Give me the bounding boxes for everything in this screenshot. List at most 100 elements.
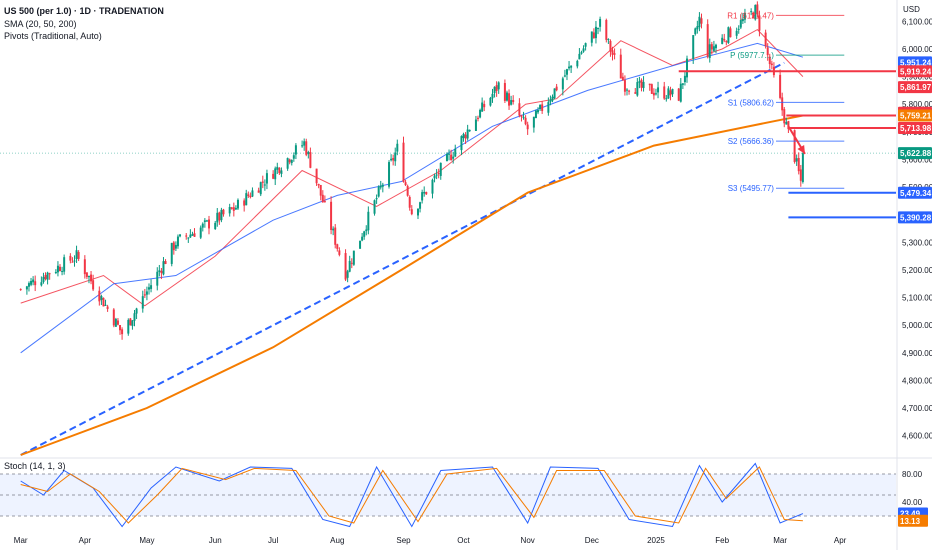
candle[interactable] [230,206,233,210]
candle[interactable] [104,299,107,307]
candle[interactable] [619,48,622,79]
candle[interactable] [189,229,192,238]
candle[interactable] [301,140,304,148]
candle[interactable] [640,78,643,92]
candle[interactable] [681,83,684,90]
candle[interactable] [25,285,28,295]
candle[interactable] [367,206,370,235]
candle[interactable] [712,40,715,53]
candle[interactable] [259,181,262,197]
candle[interactable] [758,10,761,37]
stoch-line-d[interactable] [20,466,803,524]
candle[interactable] [555,83,558,92]
candle[interactable] [160,267,163,280]
candle[interactable] [127,318,130,336]
candle[interactable] [512,95,515,105]
candle[interactable] [613,48,616,60]
candle[interactable] [85,272,88,280]
candle[interactable] [460,135,463,156]
candle[interactable] [797,152,800,175]
candle[interactable] [352,250,355,266]
candle[interactable] [323,195,326,203]
candle[interactable] [454,144,457,158]
candle[interactable] [714,43,717,54]
candle[interactable] [156,267,159,291]
stoch-line-k[interactable] [20,462,804,528]
candle[interactable] [34,275,37,292]
candle[interactable] [694,27,697,36]
candle[interactable] [611,46,614,61]
candle[interactable] [452,151,455,164]
candle[interactable] [785,117,788,125]
candle[interactable] [317,183,320,189]
candle[interactable] [408,195,411,211]
candle[interactable] [570,65,573,73]
candle[interactable] [19,288,22,291]
candle[interactable] [561,76,564,96]
candle[interactable] [578,48,581,60]
candle[interactable] [725,40,728,46]
candle[interactable] [164,259,167,265]
candle[interactable] [102,297,105,307]
stoch-legend[interactable]: Stoch (14, 1, 3) [4,461,66,471]
candle[interactable] [56,261,59,277]
candle[interactable] [27,281,30,292]
candle[interactable] [665,94,668,102]
price-tag[interactable] [898,121,932,134]
candle[interactable] [609,39,612,57]
candle[interactable] [388,160,391,189]
candle[interactable] [727,26,730,44]
candle[interactable] [116,318,119,326]
candle[interactable] [280,167,283,178]
candle[interactable] [375,194,378,204]
candle[interactable] [203,218,206,228]
candle[interactable] [466,124,469,141]
candle[interactable] [634,88,637,94]
candle[interactable] [650,83,653,94]
candle[interactable] [191,231,194,236]
candle[interactable] [419,201,422,213]
candle[interactable] [292,152,295,162]
candle[interactable] [568,61,571,71]
candle[interactable] [147,283,150,295]
candle[interactable] [150,279,153,293]
candle[interactable] [654,88,657,96]
rising-trendline[interactable] [20,61,785,456]
candle[interactable] [390,154,393,162]
candle[interactable] [708,38,711,63]
price-tags[interactable]: 5,951.245,919.245,861.975,768.875,759.21… [898,56,932,224]
candle[interactable] [394,147,397,166]
candle[interactable] [40,276,43,287]
candle[interactable] [522,111,525,120]
candle[interactable] [379,180,382,190]
candle[interactable] [218,211,221,225]
candle[interactable] [330,196,333,235]
candle[interactable] [495,81,498,97]
candle[interactable] [336,243,339,252]
candle[interactable] [59,264,62,272]
candle[interactable] [582,45,585,53]
candle[interactable] [510,95,513,106]
candle[interactable] [692,35,695,64]
candle[interactable] [119,324,122,335]
price-tag[interactable] [898,109,932,122]
candle[interactable] [334,224,337,249]
candle[interactable] [683,70,686,86]
candle[interactable] [288,158,291,165]
candle[interactable] [580,50,583,55]
candle[interactable] [563,69,566,78]
candle[interactable] [274,166,277,186]
candle[interactable] [752,11,755,19]
candle[interactable] [781,92,784,116]
candle[interactable] [607,38,610,45]
candle[interactable] [135,307,138,320]
candle[interactable] [87,275,90,284]
candle[interactable] [710,41,713,55]
candle[interactable] [92,274,95,292]
candle[interactable] [483,100,486,112]
candle[interactable] [228,203,231,217]
candle[interactable] [220,207,223,223]
candle[interactable] [764,29,767,49]
candle[interactable] [477,115,480,122]
candle[interactable] [663,81,666,100]
